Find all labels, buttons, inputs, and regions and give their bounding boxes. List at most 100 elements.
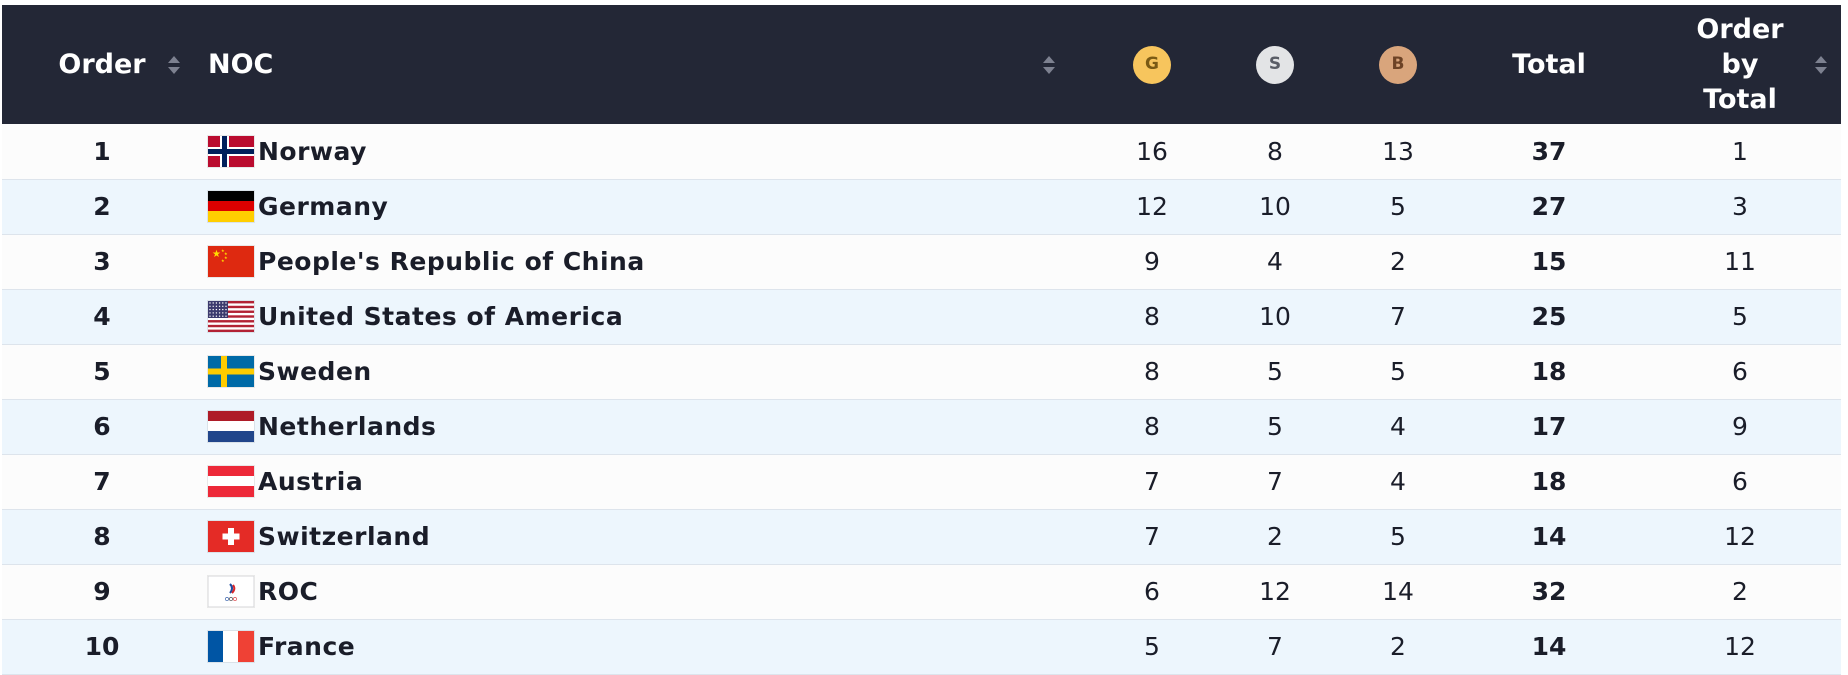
gold-count: 8	[1144, 412, 1160, 441]
gold-count: 6	[1144, 577, 1160, 606]
medal-table: Order NOC G S B Total	[2, 5, 1841, 675]
silver-count: 7	[1267, 632, 1283, 661]
order-cell: 10	[84, 632, 120, 661]
silver-medal-icon: S	[1256, 45, 1294, 84]
norway-flag-icon	[208, 135, 254, 167]
france-flag-icon	[208, 631, 254, 662]
sort-order-by-total-icon[interactable]	[1813, 54, 1829, 76]
gold-count: 9	[1144, 247, 1160, 276]
order-by-total: 6	[1732, 357, 1748, 386]
svg-text:★: ★	[221, 258, 225, 263]
silver-count: 8	[1267, 136, 1283, 166]
gold-count: 8	[1144, 302, 1160, 331]
usa-flag-icon	[208, 301, 254, 332]
noc-cell: Austria	[202, 454, 1091, 509]
table-row[interactable]: 6 Netherlands 8 5 4 17 9	[2, 399, 1841, 454]
header-order[interactable]: Order	[2, 5, 202, 124]
austria-flag-icon	[208, 466, 254, 497]
gold-count: 8	[1144, 357, 1160, 386]
noc-name[interactable]: Netherlands	[258, 412, 437, 441]
header-noc[interactable]: NOC	[202, 5, 1091, 124]
noc-name[interactable]: France	[258, 632, 356, 661]
header-order-by-total-line3: Total	[1703, 84, 1777, 115]
table-row[interactable]: 4 United States of America 8 10 7 25 5	[2, 289, 1841, 344]
header-order-by-total[interactable]: Order by Total	[1639, 5, 1841, 124]
sort-order-icon[interactable]	[166, 54, 182, 76]
noc-cell: Norway	[202, 124, 1091, 179]
switzerland-flag-icon	[208, 521, 254, 552]
order-cell: 1	[93, 136, 111, 166]
header-bronze[interactable]: B	[1337, 5, 1459, 124]
table-row[interactable]: 9 ROC 6 12 14 32 2	[2, 564, 1841, 619]
table-row[interactable]: 1 Norway 16 8 13 37 1	[2, 124, 1841, 179]
bronze-count: 5	[1390, 192, 1406, 221]
total-count: 17	[1531, 412, 1567, 441]
order-by-total: 1	[1732, 136, 1748, 166]
roc-flag-icon	[208, 576, 254, 607]
bronze-count: 4	[1390, 412, 1406, 441]
total-count: 14	[1531, 522, 1567, 551]
silver-count: 4	[1267, 247, 1283, 276]
header-total[interactable]: Total	[1459, 5, 1639, 124]
order-cell: 6	[93, 412, 111, 441]
svg-text:★: ★	[221, 248, 225, 253]
total-count: 27	[1531, 192, 1567, 221]
table-row[interactable]: 8 Switzerland 7 2 5 14 12	[2, 509, 1841, 564]
netherlands-flag-icon	[208, 411, 254, 442]
gold-count: 7	[1144, 467, 1160, 496]
header-total-label: Total	[1512, 49, 1586, 80]
gold-count: 7	[1144, 522, 1160, 551]
sweden-flag-icon	[208, 356, 254, 387]
sort-noc-icon[interactable]	[1041, 54, 1057, 76]
order-by-total: 11	[1724, 247, 1756, 276]
svg-text:★: ★	[212, 249, 221, 260]
order-cell: 2	[93, 192, 111, 221]
silver-count: 10	[1259, 192, 1291, 221]
silver-count: 5	[1267, 357, 1283, 386]
total-count: 15	[1531, 247, 1567, 276]
header-silver[interactable]: S	[1213, 5, 1337, 124]
table-body: 1 Norway 16 8 13 37 1 2 Germany 12 10 5 …	[2, 124, 1841, 674]
noc-name[interactable]: United States of America	[258, 302, 624, 331]
total-count: 14	[1531, 632, 1567, 661]
silver-count: 2	[1267, 522, 1283, 551]
noc-name[interactable]: ROC	[258, 577, 319, 606]
header-order-by-total-line1: Order	[1696, 14, 1784, 45]
order-by-total: 3	[1732, 192, 1748, 221]
svg-text:★: ★	[224, 251, 228, 256]
order-cell: 7	[93, 467, 111, 496]
noc-cell: Germany	[202, 179, 1091, 234]
header-gold[interactable]: G	[1091, 5, 1213, 124]
total-count: 18	[1531, 357, 1567, 386]
noc-name[interactable]: Austria	[258, 467, 364, 496]
order-by-total: 9	[1732, 412, 1748, 441]
table-row[interactable]: 5 Sweden 8 5 5 18 6	[2, 344, 1841, 399]
noc-name[interactable]: Germany	[258, 192, 389, 221]
noc-cell: United States of America	[202, 289, 1091, 344]
noc-name[interactable]: Norway	[258, 136, 367, 166]
noc-cell: Sweden	[202, 344, 1091, 399]
china-flag-icon: ★ ★ ★ ★ ★	[208, 246, 254, 277]
total-count: 18	[1531, 467, 1567, 496]
bronze-count: 4	[1390, 467, 1406, 496]
gold-medal-icon: G	[1133, 45, 1171, 84]
table-row[interactable]: 2 Germany 12 10 5 27 3	[2, 179, 1841, 234]
silver-count: 5	[1267, 412, 1283, 441]
bronze-count: 2	[1390, 632, 1406, 661]
svg-text:★: ★	[224, 255, 228, 260]
table-row[interactable]: 3 ★ ★ ★ ★ ★ People's Republic of China 9 4 2…	[2, 234, 1841, 289]
total-count: 32	[1531, 577, 1567, 606]
table-row[interactable]: 7 Austria 7 7 4 18 6	[2, 454, 1841, 509]
header-noc-label: NOC	[208, 49, 274, 80]
bronze-count: 5	[1390, 357, 1406, 386]
noc-name[interactable]: Sweden	[258, 357, 372, 386]
header-order-label: Order	[58, 49, 146, 80]
noc-cell: ★ ★ ★ ★ ★ People's Republic of China	[202, 234, 1091, 289]
noc-name[interactable]: Switzerland	[258, 522, 431, 551]
table-row[interactable]: 10 France 5 7 2 14 12	[2, 619, 1841, 674]
order-cell: 9	[93, 577, 111, 606]
noc-name[interactable]: People's Republic of China	[258, 247, 645, 276]
germany-flag-icon	[208, 191, 254, 222]
order-by-total: 12	[1724, 632, 1756, 661]
order-by-total: 2	[1732, 577, 1748, 606]
